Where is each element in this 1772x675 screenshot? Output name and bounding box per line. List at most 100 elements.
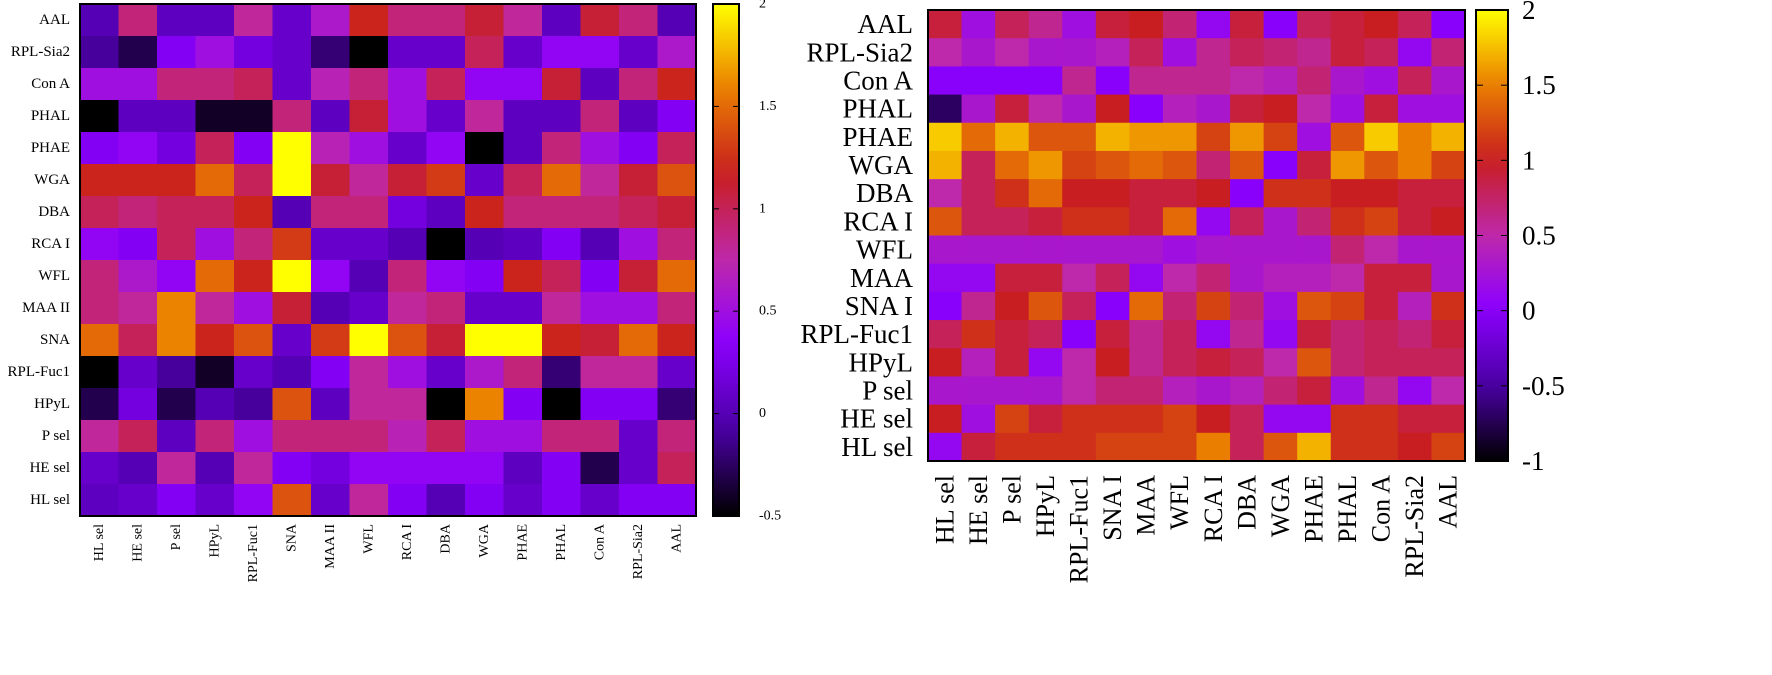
heatmap-cell-right-3-9: [1230, 94, 1265, 124]
heatmap-cell-right-15-8: [1196, 432, 1231, 462]
heatmap-cell-left-13-14: [619, 420, 659, 453]
heatmap-cell-right-15-1: [961, 432, 996, 462]
heatmap-cell-right-3-1: [961, 94, 996, 124]
heatmap-cell-left-7-12: [542, 228, 582, 261]
heatmap-cell-right-6-15: [1431, 179, 1466, 208]
heatmap-cell-right-3-11: [1297, 94, 1332, 124]
heatmap-cell-right-3-10: [1263, 94, 1298, 124]
heatmap-cell-left-10-0: [80, 324, 120, 357]
heatmap-cell-right-7-2: [995, 207, 1030, 237]
heatmap-cell-left-11-15: [657, 356, 697, 389]
heatmap-cell-left-4-8: [388, 132, 428, 165]
heatmap-cell-left-6-0: [80, 196, 120, 229]
left-heatmap-chart: AAL RPL-Sia2 Con A PHAL PHAE WGA DBA RCA I WFL MA…: [7, 0, 781, 582]
heatmap-cell-right-14-6: [1129, 404, 1164, 434]
heatmap-cell-right-0-10: [1263, 10, 1298, 39]
heatmap-cell-right-6-12: [1330, 179, 1365, 208]
heatmap-cell-left-0-1: [118, 4, 158, 37]
heatmap-cell-right-11-15: [1431, 320, 1466, 349]
heatmap-cell-left-8-11: [503, 260, 543, 293]
row-label: DBA: [856, 178, 914, 208]
heatmap-cell-right-14-8: [1196, 404, 1231, 434]
row-label: MAA II: [22, 300, 70, 316]
heatmap-cell-left-5-0: [80, 164, 120, 197]
heatmap-cell-left-9-1: [118, 292, 158, 325]
heatmap-cell-left-14-6: [311, 452, 351, 485]
heatmap-cell-right-12-13: [1364, 348, 1399, 378]
heatmap-cell-right-15-11: [1297, 432, 1332, 462]
heatmap-cell-left-11-9: [426, 356, 466, 389]
heatmap-cell-left-0-12: [542, 4, 582, 37]
heatmap-cell-right-9-5: [1095, 263, 1130, 293]
heatmap-cell-left-12-11: [503, 388, 543, 421]
heatmap-cell-right-11-11: [1297, 320, 1332, 349]
heatmap-cell-left-1-7: [349, 36, 389, 69]
heatmap-cell-left-11-14: [619, 356, 659, 389]
heatmap-cell-left-15-12: [542, 484, 582, 517]
heatmap-cell-right-13-4: [1062, 376, 1097, 406]
column-label: DBA: [1232, 475, 1261, 530]
heatmap-cell-left-11-2: [157, 356, 197, 389]
heatmap-cell-right-5-2: [995, 150, 1030, 180]
heatmap-cell-left-3-15: [657, 100, 697, 133]
heatmap-cell-left-6-10: [465, 196, 505, 229]
heatmap-cell-right-13-2: [995, 376, 1030, 406]
heatmap-cell-left-5-11: [503, 164, 543, 197]
heatmap-cell-left-11-12: [542, 356, 582, 389]
heatmap-cell-left-14-10: [465, 452, 505, 485]
heatmap-cell-right-11-8: [1196, 320, 1231, 349]
heatmap-cell-left-5-3: [195, 164, 235, 197]
heatmap-cell-right-7-12: [1330, 207, 1365, 237]
heatmap-cell-left-15-13: [580, 484, 620, 517]
heatmap-cell-left-11-7: [349, 356, 389, 389]
column-label: RPL-Fuc1: [1065, 475, 1094, 583]
heatmap-cell-left-7-8: [388, 228, 428, 261]
heatmap-cell-left-2-4: [234, 68, 274, 101]
heatmap-cell-left-5-7: [349, 164, 389, 197]
heatmap-cell-left-11-0: [80, 356, 120, 389]
heatmap-cell-right-3-4: [1062, 94, 1097, 124]
heatmap-cell-left-8-10: [465, 260, 505, 293]
row-label: WGA: [849, 150, 914, 180]
heatmap-cell-left-15-14: [619, 484, 659, 517]
heatmap-cell-right-6-13: [1364, 179, 1399, 208]
heatmap-cell-left-12-14: [619, 388, 659, 421]
heatmap-cell-right-12-8: [1196, 348, 1231, 378]
heatmap-cell-right-4-6: [1129, 122, 1164, 152]
heatmap-cell-right-9-3: [1028, 263, 1063, 293]
row-label: P sel: [42, 428, 70, 444]
heatmap-cell-left-5-6: [311, 164, 351, 197]
heatmap-cell-left-13-4: [234, 420, 274, 453]
heatmap-cell-right-7-1: [961, 207, 996, 237]
heatmap-cell-left-8-1: [118, 260, 158, 293]
heatmap-cell-right-6-4: [1062, 179, 1097, 208]
heatmap-cell-right-4-14: [1397, 122, 1433, 152]
heatmap-cell-left-9-0: [80, 292, 120, 325]
heatmap-cell-left-8-6: [311, 260, 351, 293]
heatmap-cell-left-7-3: [195, 228, 235, 261]
heatmap-cell-right-5-9: [1230, 150, 1265, 180]
heatmap-cell-left-13-12: [542, 420, 582, 453]
column-label: WFL: [1165, 475, 1194, 530]
heatmap-cell-right-0-2: [995, 10, 1030, 39]
heatmap-cell-left-7-9: [426, 228, 466, 261]
heatmap-cell-right-6-9: [1230, 179, 1265, 208]
column-label: Con A: [592, 523, 607, 560]
heatmap-cell-right-1-4: [1062, 38, 1097, 67]
heatmap-cell-right-10-6: [1129, 291, 1164, 321]
heatmap-cell-right-9-2: [995, 263, 1030, 293]
heatmap-cell-left-13-8: [388, 420, 428, 453]
heatmap-cell-left-4-2: [157, 132, 197, 165]
heatmap-cell-left-3-7: [349, 100, 389, 133]
heatmap-cell-left-0-2: [157, 4, 197, 37]
heatmap-cell-right-15-13: [1364, 432, 1399, 462]
heatmap-cell-left-12-7: [349, 388, 389, 421]
heatmap-cell-left-12-3: [195, 388, 235, 421]
heatmap-cell-right-10-8: [1196, 291, 1231, 321]
heatmap-cell-right-8-1: [961, 235, 996, 265]
heatmap-cell-left-9-8: [388, 292, 428, 325]
heatmap-cell-left-10-2: [157, 324, 197, 357]
column-label: HL sel: [930, 475, 959, 544]
heatmap-cell-right-10-12: [1330, 291, 1365, 321]
heatmap-cell-left-1-15: [657, 36, 697, 69]
